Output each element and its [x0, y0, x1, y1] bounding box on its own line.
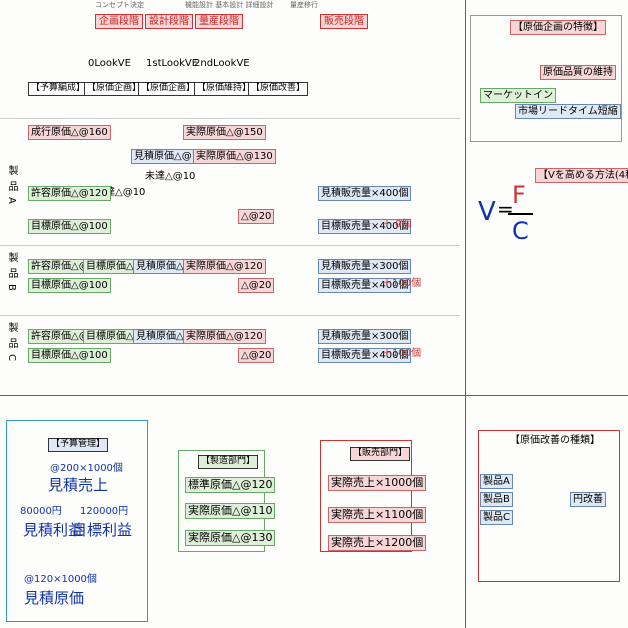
budget-box — [6, 420, 148, 622]
delta: ＋ 0個 — [382, 219, 412, 230]
cost: 実際原価△@150 — [183, 125, 266, 140]
look-ve: 0LookVE — [88, 58, 131, 69]
delta: ＋100個 — [382, 278, 422, 289]
volume: 目標販売量×400個 — [318, 219, 412, 234]
formula: C — [512, 217, 529, 245]
sales-title: 【販売部門】 — [350, 447, 411, 461]
phase: 販売段階 — [320, 14, 368, 29]
cost: 目標原価△@100 — [28, 219, 111, 234]
features-box — [470, 15, 622, 142]
volume: 目標販売量×400個 — [318, 348, 412, 363]
cost: 未達△@10 — [95, 187, 146, 198]
feature: 原価品質の維持 — [540, 65, 616, 80]
product: 製品B — [6, 252, 17, 297]
cost: 未達△@10 — [145, 171, 196, 182]
divider — [0, 395, 628, 396]
stage: 【予算編成】 — [28, 82, 89, 96]
grid-line — [0, 245, 460, 246]
phase: 量産段階 — [195, 14, 243, 29]
volume: 見積販売量×300個 — [318, 329, 412, 344]
budget-label: 目標利益 — [72, 521, 133, 539]
step: 機能設計 基本設計 詳細設計 — [185, 1, 274, 9]
cost: 目標原価△@100 — [28, 348, 111, 363]
budget-label: @120×1000個 — [24, 574, 97, 585]
delta: △@20 — [238, 209, 275, 224]
budget-label: 見積売上 — [48, 476, 109, 494]
step: コンセプト決定 — [95, 1, 144, 9]
cost: 目標原価△@100 — [28, 278, 111, 293]
kaizen-product: 製品A — [480, 474, 513, 489]
sales-box — [320, 440, 412, 552]
budget-label: 見積原価 — [24, 589, 85, 607]
delta: △@20 — [238, 278, 275, 293]
stage: 【原価改善】 — [248, 82, 309, 96]
volume: 見積販売量×300個 — [318, 259, 412, 274]
sales-item: 実際売上×1200個 — [328, 535, 427, 552]
formula: V — [478, 197, 496, 227]
budget-label: 見積利益 — [23, 521, 84, 539]
cost: 実際原価△@130 — [193, 149, 276, 164]
phase: 企画段階 — [95, 14, 143, 29]
volume: 見積販売量×400個 — [318, 186, 412, 201]
stage: 【原価企画】 — [84, 82, 145, 96]
formula: F — [512, 181, 526, 209]
mfg-box — [178, 450, 265, 552]
stage: 【原価企画】 — [138, 82, 199, 96]
feature: マーケットイン — [480, 88, 556, 103]
step: 量産移行 — [290, 1, 318, 9]
delta: △@20 — [238, 348, 275, 363]
cost: 実際原価△@120 — [183, 329, 266, 344]
product: 製品C — [6, 322, 17, 367]
fraction-bar — [508, 213, 533, 215]
mfg-title: 【製造部門】 — [198, 455, 259, 469]
sales-item: 実際売上×1100個 — [328, 507, 427, 524]
look-ve: 1stLookVE — [146, 58, 199, 69]
sales-item: 実際売上×1000個 — [328, 475, 427, 492]
budget-label: 80000円 — [20, 506, 62, 517]
budget-label: 120000円 — [80, 506, 129, 517]
kaizen-box — [478, 430, 620, 582]
volume: 目標販売量×400個 — [318, 278, 412, 293]
phase: 設計段階 — [145, 14, 193, 29]
budget-title: 【予算管理】 — [48, 438, 109, 452]
divider — [465, 0, 466, 628]
cost: 実際原価△@120 — [183, 259, 266, 274]
kaizen-product: 製品B — [480, 492, 513, 507]
budget-label: @200×1000個 — [50, 463, 123, 474]
delta: ＋100個 — [382, 348, 422, 359]
kaizen-product: 製品C — [480, 510, 513, 525]
grid-line — [0, 315, 460, 316]
stage: 【原価維持】 — [194, 82, 255, 96]
features-title: 【原価企画の特徴】 — [510, 20, 606, 35]
mfg-item: 実際原価△@130 — [185, 530, 276, 547]
mfg-item: 標準原価△@120 — [185, 477, 276, 494]
look-ve: 2ndLookVE — [194, 58, 250, 69]
cost: 成行原価△@160 — [28, 125, 111, 140]
product: 製品A — [6, 165, 17, 210]
methods-title: 【Vを高める方法(4種)】 — [535, 168, 628, 183]
grid-line — [0, 118, 460, 119]
kaizen-title: 【原価改善の種類】 — [510, 435, 600, 446]
feature: 市場リードタイム短縮 — [515, 104, 621, 119]
cost: 許容原価△@120 — [28, 186, 111, 201]
kaizen-unit: 円改善 — [570, 492, 606, 507]
mfg-item: 実際原価△@110 — [185, 503, 276, 520]
